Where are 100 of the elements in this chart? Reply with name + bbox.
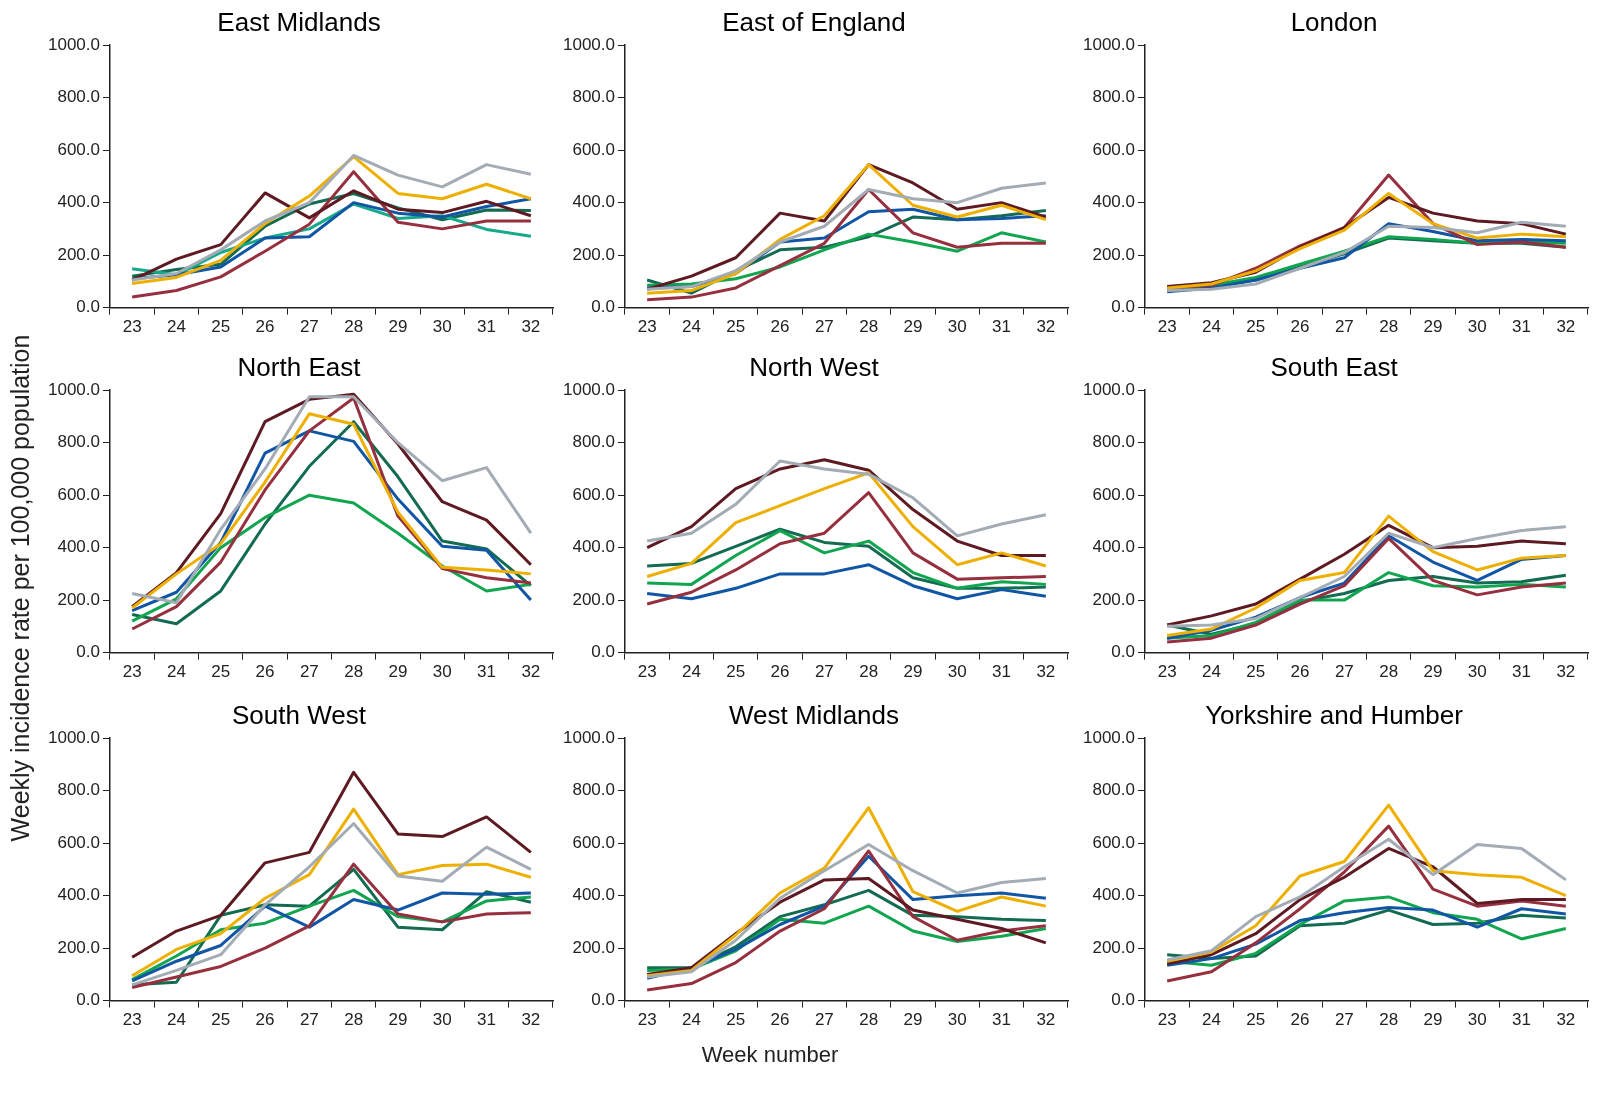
y-tick-label: 1000.0 xyxy=(48,34,100,54)
y-tick-label: 600.0 xyxy=(572,832,615,852)
x-tick-label: 23 xyxy=(1157,662,1177,682)
y-tick-label: 0.0 xyxy=(76,297,100,317)
y-tick-label: 1000.0 xyxy=(1083,34,1135,54)
chart-title: East of England xyxy=(722,6,906,37)
chart-title: North West xyxy=(749,351,880,382)
y-tick-label: 200.0 xyxy=(57,937,100,957)
x-tick-label: 27 xyxy=(1334,1010,1354,1030)
chart-title: East Midlands xyxy=(217,6,381,37)
y-tick-label: 600.0 xyxy=(572,484,615,504)
y-tick-label: 1000.0 xyxy=(48,727,100,747)
x-tick-label: 23 xyxy=(122,662,142,682)
y-tick-label: 200.0 xyxy=(1092,589,1135,609)
chart-title: South East xyxy=(1270,351,1399,382)
y-tick-label: 1000.0 xyxy=(1083,727,1135,747)
y-tick-label: 200.0 xyxy=(1092,937,1135,957)
y-axis-title: Weekly incidence rate per 100,000 population xyxy=(5,334,35,841)
x-tick-label: 27 xyxy=(299,317,319,337)
x-tick-label: 31 xyxy=(992,317,1012,337)
x-tick-label: 24 xyxy=(681,317,701,337)
x-tick-label: 28 xyxy=(859,317,879,337)
x-tick-label: 32 xyxy=(1556,1010,1576,1030)
x-tick-label: 26 xyxy=(1290,1010,1310,1030)
x-tick-label: 24 xyxy=(1201,317,1221,337)
x-tick-label: 25 xyxy=(1246,1010,1266,1030)
y-tick-label: 800.0 xyxy=(572,780,615,800)
y-tick-label: 600.0 xyxy=(1092,832,1135,852)
y-tick-label: 1000.0 xyxy=(563,34,615,54)
x-tick-label: 27 xyxy=(299,662,319,682)
y-tick-label: 200.0 xyxy=(57,589,100,609)
y-tick-label: 200.0 xyxy=(57,244,100,264)
x-tick-label: 29 xyxy=(903,1010,923,1030)
y-tick-label: 400.0 xyxy=(1092,192,1135,212)
chart-title: South West xyxy=(232,699,367,730)
x-tick-label: 23 xyxy=(637,1010,657,1030)
x-tick-label: 25 xyxy=(726,317,746,337)
y-tick-label: 0.0 xyxy=(76,990,100,1010)
x-tick-label: 26 xyxy=(770,1010,790,1030)
x-tick-label: 27 xyxy=(814,662,834,682)
x-tick-label: 26 xyxy=(255,317,275,337)
y-tick-label: 800.0 xyxy=(57,87,100,107)
y-tick-label: 0.0 xyxy=(591,990,615,1010)
x-tick-label: 26 xyxy=(770,317,790,337)
y-tick-label: 600.0 xyxy=(57,484,100,504)
y-tick-label: 0.0 xyxy=(1111,642,1135,662)
y-tick-label: 800.0 xyxy=(1092,432,1135,452)
x-tick-label: 24 xyxy=(1201,1010,1221,1030)
x-tick-label: 30 xyxy=(1467,317,1487,337)
y-tick-label: 600.0 xyxy=(1092,484,1135,504)
x-tick-label: 29 xyxy=(903,317,923,337)
x-tick-label: 32 xyxy=(521,662,541,682)
y-tick-label: 1000.0 xyxy=(1083,379,1135,399)
chart-title: Yorkshire and Humber xyxy=(1205,699,1464,730)
x-tick-label: 31 xyxy=(1512,317,1532,337)
x-tick-label: 32 xyxy=(521,1010,541,1030)
x-tick-label: 29 xyxy=(903,662,923,682)
x-tick-label: 28 xyxy=(344,662,364,682)
x-tick-label: 24 xyxy=(166,317,186,337)
x-tick-label: 32 xyxy=(521,317,541,337)
y-tick-label: 0.0 xyxy=(1111,990,1135,1010)
x-tick-label: 32 xyxy=(1036,317,1056,337)
x-tick-label: 29 xyxy=(1423,1010,1443,1030)
x-tick-label: 30 xyxy=(432,317,452,337)
y-tick-label: 0.0 xyxy=(591,297,615,317)
x-tick-label: 29 xyxy=(388,662,408,682)
x-tick-label: 26 xyxy=(255,662,275,682)
y-tick-label: 400.0 xyxy=(1092,537,1135,557)
y-tick-label: 600.0 xyxy=(57,832,100,852)
y-tick-label: 400.0 xyxy=(572,885,615,905)
y-tick-label: 800.0 xyxy=(1092,87,1135,107)
x-tick-label: 28 xyxy=(344,1010,364,1030)
x-tick-label: 23 xyxy=(122,317,142,337)
x-tick-label: 30 xyxy=(1467,662,1487,682)
y-tick-label: 1000.0 xyxy=(48,379,100,399)
x-tick-label: 28 xyxy=(1379,1010,1399,1030)
y-tick-label: 400.0 xyxy=(57,537,100,557)
x-tick-label: 28 xyxy=(1379,317,1399,337)
x-tick-label: 24 xyxy=(1201,662,1221,682)
x-tick-label: 29 xyxy=(388,1010,408,1030)
x-tick-label: 28 xyxy=(1379,662,1399,682)
x-tick-label: 26 xyxy=(1290,317,1310,337)
x-tick-label: 24 xyxy=(681,1010,701,1030)
x-tick-label: 29 xyxy=(388,317,408,337)
y-tick-label: 800.0 xyxy=(572,87,615,107)
x-tick-label: 23 xyxy=(1157,1010,1177,1030)
x-tick-label: 31 xyxy=(1512,662,1532,682)
y-tick-label: 400.0 xyxy=(572,192,615,212)
x-tick-label: 31 xyxy=(477,1010,497,1030)
x-tick-label: 31 xyxy=(477,662,497,682)
x-tick-label: 32 xyxy=(1556,662,1576,682)
x-tick-label: 23 xyxy=(122,1010,142,1030)
x-tick-label: 32 xyxy=(1036,662,1056,682)
x-tick-label: 30 xyxy=(947,317,967,337)
x-tick-label: 30 xyxy=(947,662,967,682)
x-tick-label: 30 xyxy=(432,1010,452,1030)
x-tick-label: 30 xyxy=(947,1010,967,1030)
x-tick-label: 24 xyxy=(166,1010,186,1030)
x-tick-label: 31 xyxy=(1512,1010,1532,1030)
y-tick-label: 0.0 xyxy=(591,642,615,662)
